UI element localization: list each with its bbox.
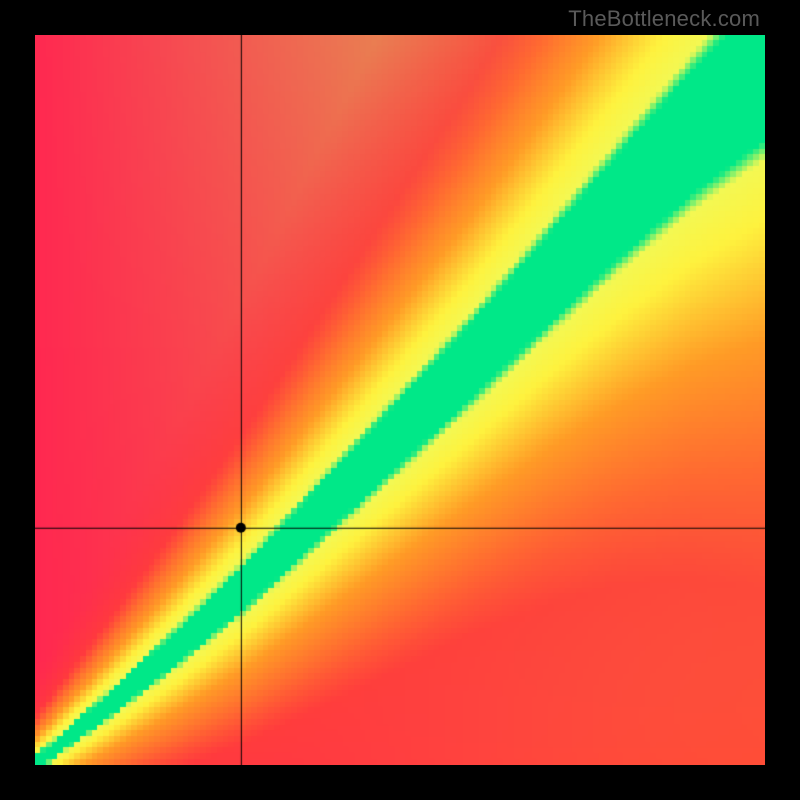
chart-container: TheBottleneck.com <box>0 0 800 800</box>
watermark-text: TheBottleneck.com <box>568 6 760 32</box>
bottleneck-heatmap <box>35 35 765 765</box>
